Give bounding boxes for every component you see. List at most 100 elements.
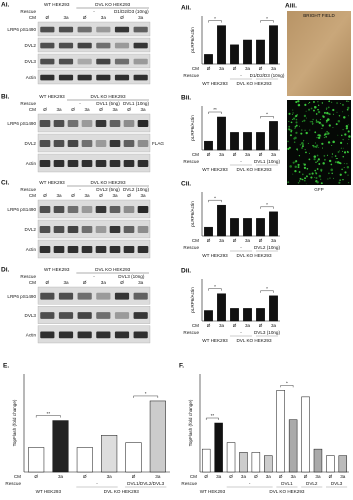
gfp-cell: [347, 151, 349, 154]
gfp-cell: [347, 182, 350, 184]
gfp-cell: [315, 171, 317, 174]
gfp-cell: [339, 141, 343, 145]
gfp-cell: [313, 155, 317, 158]
bar: [217, 25, 226, 65]
gfp-cell: [303, 163, 306, 166]
gfp-cell: [332, 127, 334, 128]
gfp-cell: [310, 107, 313, 110]
gfp-cell: [315, 120, 318, 123]
blot-band: [114, 74, 130, 81]
blot-band: [39, 246, 51, 253]
gfp-cell: [331, 172, 333, 175]
gfp-cell: [304, 129, 306, 131]
gfp-cell: [317, 104, 320, 106]
bar: [256, 132, 265, 151]
rescue-label: -: [93, 274, 95, 279]
blot-band: [95, 160, 107, 167]
blot-band: [96, 331, 111, 339]
blot-row-label: DVL2: [25, 141, 37, 146]
gfp-cell: [299, 144, 302, 146]
gfp-cell: [320, 123, 322, 125]
blot-band: [133, 26, 148, 33]
gfp-cell: [317, 101, 319, 103]
bar: [204, 226, 213, 237]
gfp-cell: [314, 106, 316, 108]
bar: [230, 44, 239, 65]
blot-band: [95, 206, 107, 213]
row-label: CM: [29, 107, 36, 112]
blot-band: [58, 331, 74, 339]
gfp-cell: [301, 178, 303, 181]
row-label: CM: [192, 66, 199, 71]
blot-row-label: LRP6 pS1490: [7, 27, 36, 32]
row-label: CM: [192, 323, 199, 328]
bar: [243, 308, 252, 322]
gfp-cell: [346, 108, 349, 111]
gfp-cells: [287, 100, 351, 185]
rescue-label: DVL2: [306, 481, 318, 486]
blot-band: [39, 120, 51, 127]
lane-label: Ø: [120, 280, 124, 285]
gfp-cell: [347, 106, 350, 110]
x-tick-label: 3a: [245, 66, 251, 71]
gfp-cell: [323, 158, 326, 161]
row-label: CM: [190, 474, 197, 479]
bar: [125, 442, 142, 473]
bar: [256, 218, 265, 237]
blot-band: [67, 226, 79, 233]
gfp-cell: [298, 171, 301, 173]
gfp-cell: [292, 173, 294, 175]
blot-band: [114, 42, 130, 49]
blot-band: [123, 140, 135, 147]
gfp-cell: [342, 128, 344, 131]
gfp-cell: [288, 125, 291, 128]
blot-band: [133, 74, 148, 81]
gfp-cell: [297, 182, 300, 184]
gfp-cell: [295, 100, 298, 104]
gfp-cell: [317, 134, 320, 136]
gfp-cell: [305, 183, 307, 185]
row-label: Rescue: [183, 73, 199, 78]
gfp-cell: [337, 134, 339, 136]
blot-band: [67, 246, 79, 253]
blot: [37, 113, 151, 133]
gfp-cell: [321, 127, 323, 129]
gfp-cell: [341, 103, 344, 106]
gfp-cell: [346, 163, 348, 165]
row-label: Rescue: [20, 9, 36, 14]
image-caption: BRIGHT FIELD: [303, 13, 335, 18]
gfp-cell: [325, 112, 327, 114]
bar: [243, 132, 252, 151]
row-label: Rescue: [183, 159, 199, 164]
gfp-cell: [325, 135, 327, 138]
gfp-cell: [292, 117, 296, 120]
lane-label: Ø: [46, 280, 50, 285]
group-label: WT HEK293: [202, 81, 228, 86]
x-tick-label: Ø: [254, 474, 258, 479]
gfp-cell: [321, 102, 324, 104]
blot-band: [58, 26, 74, 33]
blot-row-label: Actin: [26, 333, 37, 338]
blot-band: [81, 226, 93, 233]
gfp-cell: [327, 141, 331, 144]
blot-row-label: Actin: [26, 75, 37, 80]
gfp-cell: [307, 142, 309, 144]
gfp-cell: [347, 174, 349, 176]
rescue-label: -: [96, 481, 98, 486]
y-axis-label: TopFlash (fold change): [188, 399, 193, 446]
gfp-cell: [315, 177, 318, 180]
group-label: DVL KO HEK293: [236, 253, 272, 258]
gfp-cell: [295, 124, 298, 127]
x-tick-label: 3a: [271, 66, 277, 71]
bar: [269, 211, 278, 237]
blot-band: [109, 140, 121, 147]
blot-band: [123, 226, 135, 233]
bar: [239, 452, 248, 473]
bar: [338, 455, 348, 473]
gfp-cell: [317, 147, 319, 149]
gfp-cell: [293, 137, 296, 140]
rescue-label: DVL2 (10ng): [123, 187, 150, 192]
gfp-cell: [303, 139, 305, 141]
blot-band: [109, 206, 121, 213]
significance-label: *: [266, 202, 268, 207]
